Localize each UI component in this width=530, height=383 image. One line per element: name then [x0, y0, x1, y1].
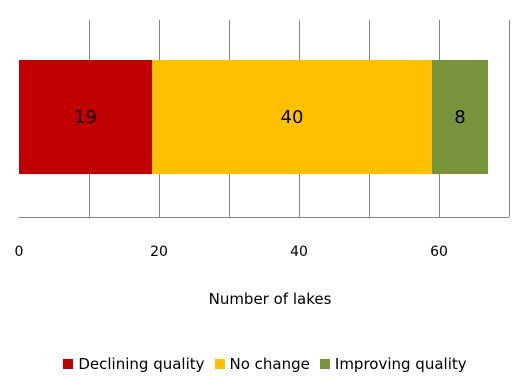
legend-swatch: [319, 359, 330, 369]
legend-item: Improving quality: [319, 355, 467, 373]
bars: [19, 60, 488, 174]
x-tick-label: 20: [150, 244, 168, 260]
bar-declining-quality: [19, 60, 152, 174]
data-label: 40: [281, 107, 304, 128]
x-tick-label: 60: [430, 244, 448, 260]
legend: Declining quality No change Improving qual…: [0, 355, 530, 373]
x-axis-title: Number of lakes: [209, 290, 332, 308]
bar-improving-quality: [432, 60, 488, 174]
bar-no-change: [152, 60, 432, 174]
legend-label: Improving quality: [334, 355, 467, 373]
legend-swatch: [214, 359, 225, 369]
x-tick-label: 0: [15, 244, 24, 260]
data-label: 19: [74, 107, 97, 128]
legend-swatch: [63, 359, 74, 369]
legend-item: Declining quality: [63, 355, 205, 373]
x-tick-label: 40: [290, 244, 308, 260]
x-tick-labels: 0 20 40 60: [15, 244, 448, 260]
legend-item: No change: [214, 355, 310, 373]
legend-label: No change: [229, 355, 310, 373]
legend-label: Declining quality: [78, 355, 205, 373]
data-label: 8: [454, 107, 465, 128]
data-labels: 19 40 8: [74, 107, 466, 128]
